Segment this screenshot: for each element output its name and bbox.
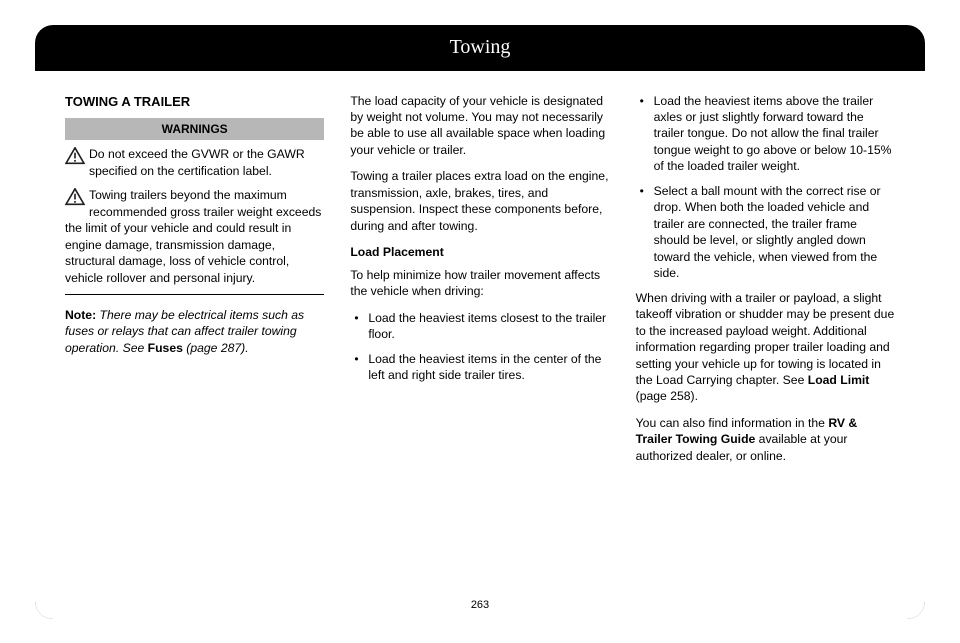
columns: TOWING A TRAILER WARNINGS Do not exceed … — [65, 93, 895, 597]
column-3: Load the heaviest items above the traile… — [636, 93, 895, 597]
warning-item: Towing trailers beyond the maximum recom… — [65, 187, 324, 286]
page-title: Towing — [450, 36, 511, 59]
list-item: Load the heaviest items closest to the t… — [350, 310, 609, 343]
divider — [65, 294, 324, 295]
note-paragraph: Note: There may be electrical items such… — [65, 307, 324, 356]
warning-triangle-icon — [65, 147, 85, 165]
body-paragraph: Towing a trailer places extra load on th… — [350, 168, 609, 234]
column-2: The load capacity of your vehicle is des… — [350, 93, 609, 597]
page-header: Towing — [35, 25, 925, 71]
column-1: TOWING A TRAILER WARNINGS Do not exceed … — [65, 93, 324, 597]
body-text: You can also find information in the — [636, 416, 829, 430]
page-frame: Towing TOWING A TRAILER WARNINGS Do not … — [35, 25, 925, 619]
inline-bold: Load Limit — [808, 373, 870, 387]
warnings-bar: WARNINGS — [65, 118, 324, 140]
warning-text: Do not exceed the GVWR or the GAWR speci… — [89, 147, 305, 177]
content-area: TOWING A TRAILER WARNINGS Do not exceed … — [35, 71, 925, 619]
body-paragraph: You can also find information in the RV … — [636, 415, 895, 464]
subheading: Load Placement — [350, 244, 609, 260]
list-item: Select a ball mount with the correct ris… — [636, 183, 895, 282]
note-label: Note: — [65, 308, 96, 322]
bullet-list: Load the heaviest items closest to the t… — [350, 310, 609, 384]
section-title: TOWING A TRAILER — [65, 93, 324, 111]
note-body: There may be electrical items such as fu… — [65, 308, 304, 355]
warning-item: Do not exceed the GVWR or the GAWR speci… — [65, 146, 324, 179]
page-number: 263 — [65, 599, 895, 611]
warning-text: Towing trailers beyond the maximum recom… — [65, 188, 321, 284]
warning-triangle-icon — [65, 188, 85, 206]
list-item: Load the heaviest items above the traile… — [636, 93, 895, 175]
body-text: (page 258). — [636, 389, 698, 403]
body-paragraph: The load capacity of your vehicle is des… — [350, 93, 609, 159]
bullet-list: Load the heaviest items above the traile… — [636, 93, 895, 282]
note-text: (page 287). — [183, 341, 249, 355]
body-paragraph: When driving with a trailer or payload, … — [636, 290, 895, 405]
list-item: Load the heaviest items in the center of… — [350, 351, 609, 384]
note-link: Fuses — [148, 341, 183, 355]
watermark: carmanualsonline.info — [775, 599, 918, 615]
body-paragraph: To help minimize how trailer movement af… — [350, 267, 609, 300]
